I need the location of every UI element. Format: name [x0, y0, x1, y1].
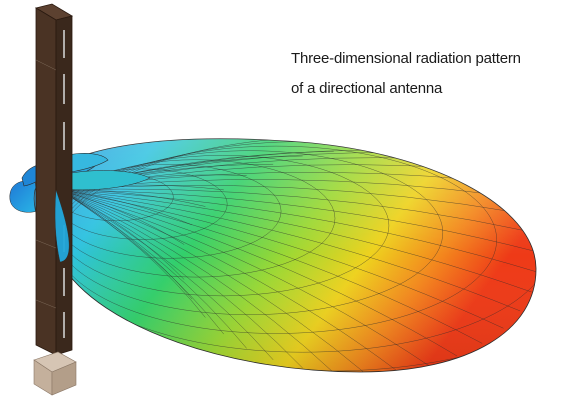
mesh-meridian	[59, 189, 367, 372]
mesh-meridian	[59, 189, 185, 245]
mesh-meridian	[59, 189, 334, 372]
mesh-meridian	[59, 189, 185, 280]
mesh-meridian	[59, 189, 429, 366]
mesh-meridian	[59, 189, 458, 357]
lobe-front-over-mast	[54, 189, 70, 263]
mesh-meridian	[59, 189, 521, 312]
figure-caption: Three-dimensional radiation pattern of a…	[291, 44, 566, 104]
mesh-meridian	[59, 189, 303, 369]
mesh-meridian	[59, 189, 193, 300]
antenna-mast	[33, 3, 77, 396]
mesh-meridian	[59, 189, 398, 372]
mesh-meridian	[59, 189, 274, 360]
mesh-meridian	[59, 189, 504, 329]
mesh-meridian	[59, 185, 521, 214]
mesh-meridian	[59, 188, 532, 233]
mesh-meridian	[59, 189, 537, 273]
mesh-meridian	[59, 189, 532, 293]
mesh-meridian	[59, 189, 537, 253]
mesh-meridian	[59, 189, 483, 344]
main-lobe	[33, 138, 537, 373]
mesh-meridian	[59, 189, 206, 318]
caption-line-2: of a directional antenna	[291, 80, 443, 97]
caption-line-1: Three-dimensional radiation pattern	[291, 50, 521, 67]
